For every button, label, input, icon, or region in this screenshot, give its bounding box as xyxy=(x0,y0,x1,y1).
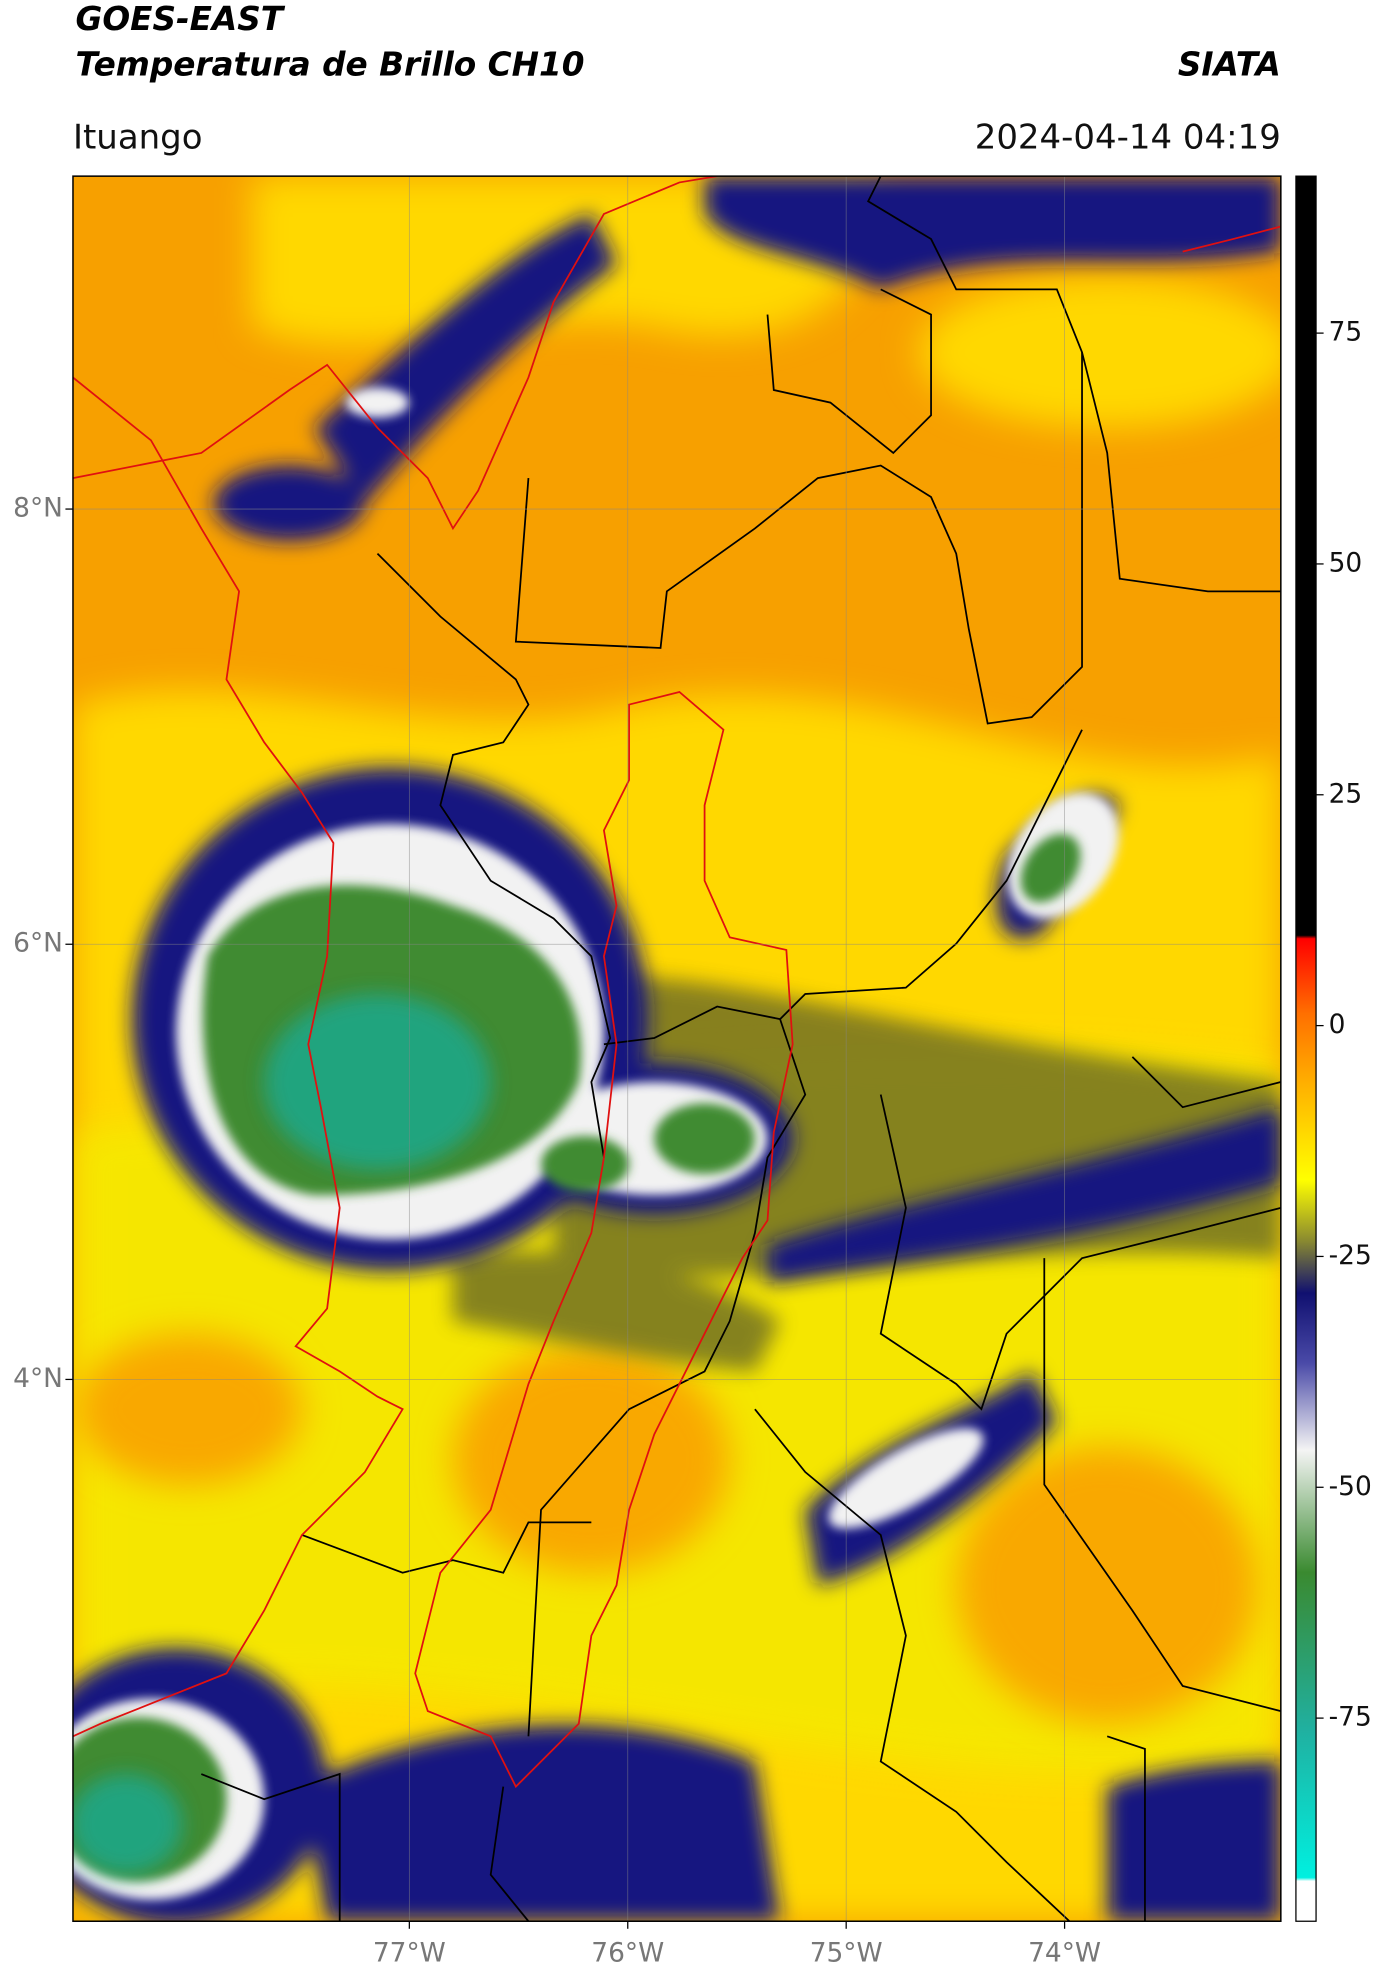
axis-ticks: 77°W 76°W 75°W 74°W 8°N 6°N 4°N 75 50 25 0 -25 -50 -7… xyxy=(13,317,1372,1969)
x-tick-label: 74°W xyxy=(1028,1937,1101,1968)
subtitle: Temperatura de Brillo CH10 xyxy=(75,45,584,83)
y-tick-label: 4°N xyxy=(13,1363,63,1394)
x-tick-label: 76°W xyxy=(591,1937,664,1968)
colorbar xyxy=(1295,175,1317,1922)
colorbar-tick-label: -75 xyxy=(1329,1702,1372,1733)
x-tick-label: 77°W xyxy=(373,1937,446,1968)
colorbar-tick-label: 50 xyxy=(1329,547,1363,578)
colorbar-tick-label: -25 xyxy=(1329,1240,1372,1271)
y-tick-label: 6°N xyxy=(13,928,63,959)
satellite-image xyxy=(72,176,1281,1922)
timestamp: 2024-04-14 04:19 xyxy=(975,117,1281,157)
y-tick-label: 8°N xyxy=(13,493,63,524)
region-boundary xyxy=(72,176,1281,1789)
colorbar-tick-label: -50 xyxy=(1329,1471,1372,1502)
colorbar-tick-label: 75 xyxy=(1329,317,1363,348)
map-frame xyxy=(72,175,1282,1922)
location: Ituango xyxy=(73,117,203,157)
boundaries xyxy=(200,176,1281,1922)
colorbar-tick-label: 25 xyxy=(1329,778,1363,809)
graticule xyxy=(72,176,1281,1922)
title: GOES-EAST xyxy=(75,0,285,38)
colorbar-tick-label: 0 xyxy=(1329,1009,1346,1040)
source: SIATA xyxy=(1178,45,1281,83)
x-tick-label: 75°W xyxy=(810,1937,883,1968)
